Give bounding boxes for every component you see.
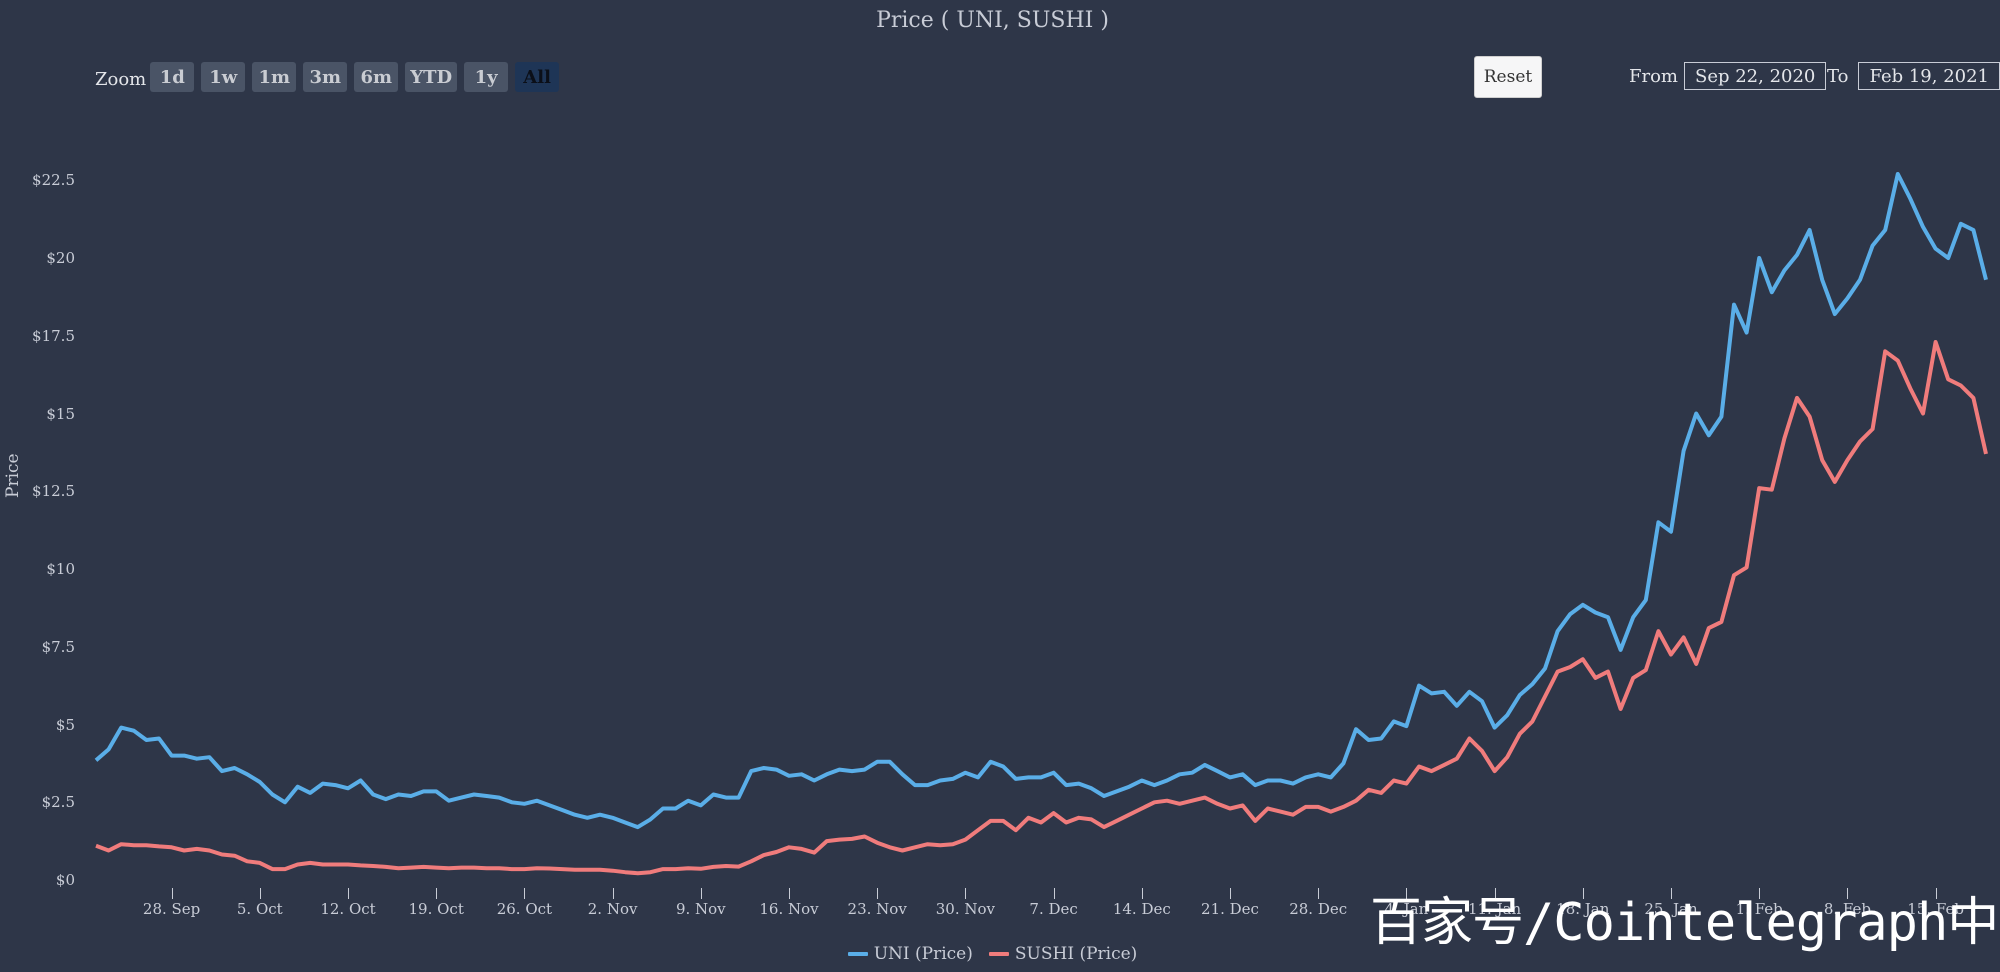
- x-tick-label: 1. Feb: [1735, 900, 1783, 918]
- x-tick-label: 4. Jan: [1384, 900, 1429, 918]
- to-label: To: [1827, 65, 1849, 87]
- x-tick-label: 8. Feb: [1823, 900, 1871, 918]
- zoom-button-1w[interactable]: 1w: [201, 62, 246, 92]
- x-tick-label: 26. Oct: [496, 900, 553, 918]
- zoom-button-1y[interactable]: 1y: [464, 62, 509, 92]
- date-range-from: From Sep 22, 2020: [1629, 62, 1827, 90]
- uni-swatch-icon: [847, 952, 868, 956]
- sushi-price-line[interactable]: [95, 340, 1988, 876]
- y-tick-label: $0: [55, 871, 75, 889]
- x-tick-mark: [1318, 888, 1320, 899]
- zoom-label: Zoom: [95, 68, 147, 90]
- x-tick-label: 15. Feb: [1907, 900, 1964, 918]
- from-date-input[interactable]: Sep 22, 2020: [1684, 62, 1827, 90]
- x-tick-mark: [789, 888, 790, 899]
- x-tick-mark: [1141, 888, 1143, 899]
- legend-label-sushi: SUSHI (Price): [1014, 944, 1138, 964]
- watermark: 百家号/Cointelegraph中文: [1370, 893, 2000, 953]
- zoom-button-ytd[interactable]: YTD: [405, 62, 458, 92]
- zoom-selector: Zoom 1d 1w 1m 3m 6m YTD 1y All: [95, 62, 566, 92]
- uni-price-line[interactable]: [94, 172, 1988, 830]
- x-tick-mark: [524, 888, 526, 899]
- y-tick-label: $17.5: [32, 326, 75, 345]
- y-tick-label: $15: [46, 404, 75, 423]
- x-tick-mark: [1494, 888, 1496, 899]
- zoom-button-3m[interactable]: 3m: [303, 62, 348, 92]
- x-tick-mark: [1230, 888, 1231, 899]
- x-tick-mark: [259, 888, 261, 899]
- from-label: From: [1629, 65, 1678, 87]
- x-tick-label: 16. Nov: [759, 900, 819, 918]
- x-tick-mark: [1582, 888, 1584, 899]
- x-tick-label: 28. Sep: [142, 900, 201, 918]
- x-tick-mark: [1406, 888, 1408, 899]
- y-tick-label: $7.5: [41, 637, 75, 656]
- legend-label-uni: UNI (Price): [873, 944, 973, 964]
- x-tick-label: 25. Jan: [1644, 900, 1698, 918]
- x-tick-mark: [1759, 888, 1761, 899]
- zoom-button-all[interactable]: All: [515, 62, 560, 92]
- legend-item-sushi[interactable]: SUSHI (Price): [988, 944, 1138, 964]
- zoom-button-1m[interactable]: 1m: [252, 62, 297, 92]
- x-tick-label: 11. Jan: [1467, 900, 1522, 918]
- zoom-button-6m[interactable]: 6m: [354, 62, 399, 92]
- x-tick-mark: [1935, 888, 1937, 899]
- x-tick-label: 21. Dec: [1201, 900, 1259, 918]
- x-tick-label: 28. Dec: [1289, 900, 1348, 918]
- x-tick-label: 5. Oct: [236, 900, 283, 918]
- x-tick-mark: [436, 888, 438, 899]
- date-range-to: To Feb 19, 2021: [1827, 62, 2000, 90]
- y-tick-label: $22.5: [32, 171, 75, 190]
- y-tick-label: $5: [55, 715, 75, 734]
- x-tick-label: 2. Nov: [587, 900, 638, 918]
- y-tick-label: $2.5: [41, 793, 75, 812]
- x-tick-label: 18. Jan: [1556, 900, 1610, 918]
- x-tick-label: 7. Dec: [1029, 900, 1078, 918]
- x-tick-label: 14. Dec: [1112, 900, 1171, 918]
- x-tick-label: 30. Nov: [935, 900, 996, 918]
- sushi-swatch-icon: [988, 952, 1009, 956]
- x-tick-mark: [612, 888, 614, 899]
- y-tick-label: $20: [46, 249, 75, 267]
- legend-item-uni[interactable]: UNI (Price): [847, 944, 973, 964]
- x-tick-mark: [348, 888, 349, 899]
- x-tick-label: 23. Nov: [847, 900, 907, 918]
- legend: UNI (Price) SUSHI (Price): [0, 944, 1985, 964]
- x-tick-mark: [1053, 888, 1055, 899]
- x-tick-mark: [877, 888, 879, 899]
- y-tick-label: $10: [46, 560, 75, 578]
- x-tick-label: 9. Nov: [675, 900, 726, 918]
- x-tick-mark: [1671, 888, 1672, 899]
- x-tick-mark: [965, 888, 967, 899]
- x-tick-label: 19. Oct: [408, 900, 464, 918]
- x-tick-label: 12. Oct: [320, 900, 376, 918]
- zoom-button-1d[interactable]: 1d: [150, 62, 195, 92]
- x-tick-mark: [1847, 888, 1849, 899]
- x-tick-mark: [171, 888, 173, 899]
- x-tick-mark: [700, 888, 702, 899]
- chart-title: Price ( UNI, SUSHI ): [876, 8, 1109, 33]
- reset-button[interactable]: Reset: [1474, 56, 1542, 98]
- y-tick-label: $12.5: [32, 482, 75, 501]
